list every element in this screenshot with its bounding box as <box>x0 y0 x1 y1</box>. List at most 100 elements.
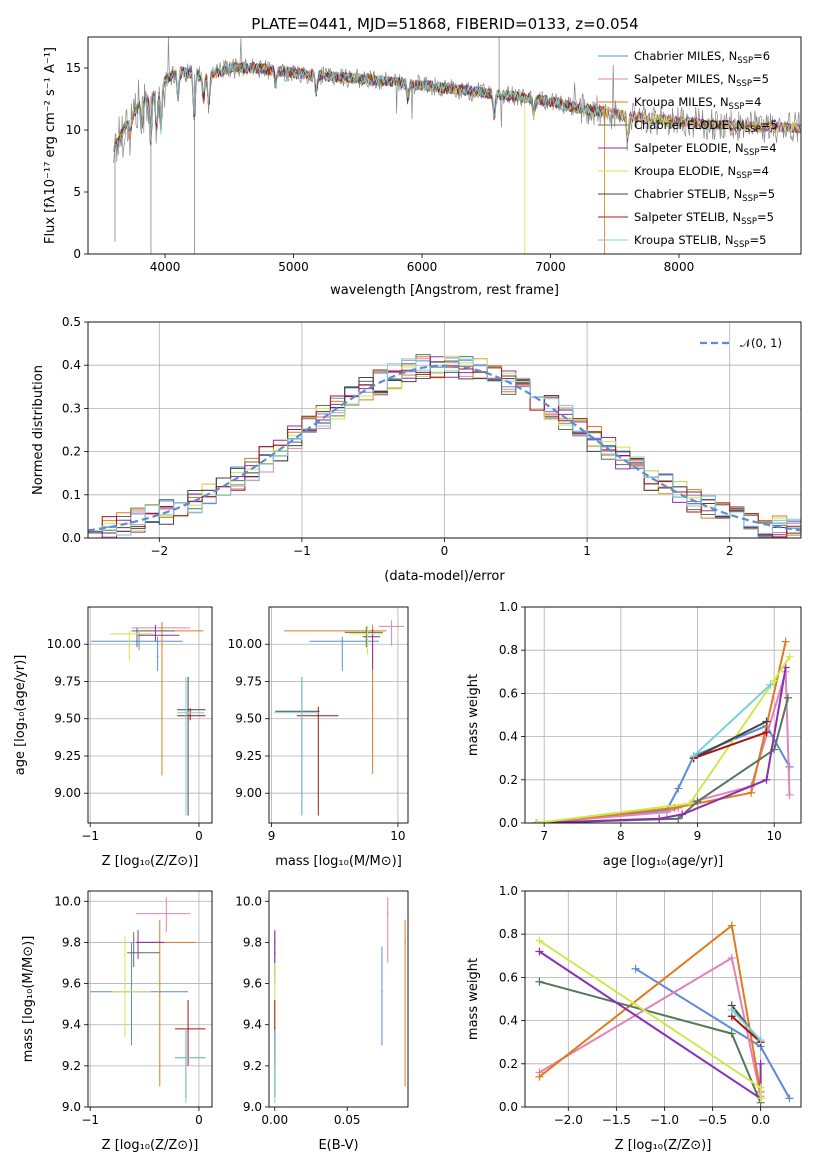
legend-label-sub: SSP <box>744 148 760 158</box>
legend-label-suffix: =4 <box>744 95 761 109</box>
axes-frame <box>87 321 802 539</box>
plot-area <box>91 621 206 816</box>
data-point-chabrier_miles <box>381 991 383 993</box>
data-point-chabrier_elodie <box>136 630 138 632</box>
tick-label-x: 10 <box>390 829 405 843</box>
tick-label-y: 0.4 <box>62 358 81 372</box>
tick-label-y: 0.8 <box>499 643 518 657</box>
axis-label-x: wavelength [Angstrom, rest frame] <box>330 283 559 298</box>
tick-label-y: 9.50 <box>54 712 81 726</box>
plot-area <box>274 620 405 816</box>
tick-label-y: 9.25 <box>235 749 262 763</box>
panel-age-vs-z: −1 0 9.00 9.25 9.50 9.75 10.00 Z [log₁₀(Z/Z⊙)] a… <box>13 606 213 869</box>
series-marker-salpeter_elodie <box>655 814 664 823</box>
series-marker-kroupa_elodie <box>785 652 794 661</box>
data-point-salpeter_miles <box>390 625 393 628</box>
axis-label-x: Z [log₁₀(Z/Z⊙)] <box>615 1138 712 1153</box>
axis-label-x: Z [log₁₀(Z/Z⊙)] <box>102 1138 199 1153</box>
legend-label-text: Salpeter STELIB, N <box>634 210 741 224</box>
legend-label-suffix: =5 <box>758 187 775 201</box>
data-point-chabrier_miles <box>138 640 140 643</box>
axes-frame <box>87 606 213 824</box>
normal-curve <box>88 364 801 532</box>
series-marker-kroupa_elodie <box>685 799 694 808</box>
tick-label-y: 9.50 <box>235 712 262 726</box>
series-marker-kroupa_miles <box>727 921 736 930</box>
data-point-kroupa_elodie <box>128 633 131 635</box>
series-line-kroupa_stelib <box>693 684 771 757</box>
model-spectrum-kroupa_stelib <box>113 62 603 151</box>
data-point-salpeter_elodie <box>371 635 374 638</box>
plot-area <box>90 897 206 1103</box>
legend-label-suffix: =4 <box>760 141 777 155</box>
plot-area <box>273 897 406 1103</box>
data-point-kroupa_stelib <box>185 711 187 714</box>
tick-label-x: 0.0 <box>751 1113 770 1127</box>
legend-label-sub: SSP <box>729 102 745 112</box>
series-marker-kroupa_elodie <box>756 1083 765 1092</box>
series-marker-kroupa_miles <box>535 1072 544 1081</box>
data-point-salpeter_miles <box>386 912 389 915</box>
legend-label-text: Salpeter ELODIE, N <box>634 141 744 155</box>
data-point-chabrier_stelib <box>187 708 189 711</box>
tick-label-y: 0.0 <box>62 531 81 545</box>
axis-label-y: mass [log₁₀(M/M⊙)] <box>21 936 36 1063</box>
series-marker-chabrier_miles <box>631 964 640 973</box>
legend-label-suffix: =5 <box>749 233 766 247</box>
axis-label-x: age [log₁₀(age/yr)] <box>603 854 724 869</box>
tick-label-x: 1 <box>583 544 591 558</box>
tick-label-x: 8 <box>617 829 625 843</box>
tick-label-y: 1.0 <box>499 600 518 614</box>
data-point-kroupa_elodie <box>366 633 369 635</box>
legend-label: Salpeter STELIB, NSSP=5 <box>634 210 774 227</box>
series-marker-salpeter_miles <box>727 953 736 962</box>
tick-label-y: 9.25 <box>54 749 81 763</box>
tick-label-y: 0 <box>73 247 81 261</box>
panel-mass-vs-ebv: 0.00 0.05 9.0 9.2 9.4 9.6 9.8 10.0 E(B-V) <box>235 890 409 1153</box>
axis-label-x: mass [log₁₀(M/M⊙)] <box>275 854 402 869</box>
tick-label-x: −0.5 <box>698 1113 727 1127</box>
tick-label-x: −1.5 <box>602 1113 631 1127</box>
legend-label: Chabrier STELIB, NSSP=5 <box>634 187 775 204</box>
tick-label-y: 0.0 <box>499 1100 518 1114</box>
tick-label-x: 7000 <box>535 260 566 274</box>
tick-label-y: 0.4 <box>499 730 518 744</box>
legend-label: Chabrier ELODIE, NSSP=5 <box>634 118 778 135</box>
legend-label-text: Kroupa STELIB, N <box>634 233 734 247</box>
tick-label-x: 0.00 <box>261 1113 288 1127</box>
legend-label-sub: SSP <box>736 79 752 89</box>
legend-label-sub: SSP <box>736 171 752 181</box>
tick-label-y: 10.0 <box>54 894 81 908</box>
series-line-salpeter_stelib <box>693 731 767 760</box>
series-marker-salpeter_elodie <box>535 947 544 956</box>
tick-label-y: 9.4 <box>243 1018 262 1032</box>
data-point-kroupa_miles <box>404 941 406 944</box>
tick-label-x: 9 <box>268 829 276 843</box>
data-point-salpeter_stelib <box>189 714 192 717</box>
tick-label-x: 0 <box>195 1113 203 1127</box>
tick-label-y: 1.0 <box>499 884 518 898</box>
axes-frame <box>268 606 409 824</box>
tick-label-x: 0.05 <box>334 1113 361 1127</box>
series-marker-chabrier_elodie <box>783 693 792 702</box>
legend-label-suffix: =5 <box>757 210 774 224</box>
tick-label-y: 0.6 <box>499 686 518 700</box>
tick-label-x: 10 <box>767 829 782 843</box>
legend-label-suffix: =4 <box>752 164 769 178</box>
series-line-kroupa_elodie <box>538 939 762 1099</box>
series-line-salpeter_stelib <box>731 1015 762 1043</box>
plot-area <box>532 637 794 823</box>
series-line-chabrier_stelib <box>693 720 767 760</box>
axes-frame <box>268 890 409 1108</box>
tick-label-x: 8000 <box>664 260 695 274</box>
data-point-salpeter_miles <box>165 912 168 915</box>
tick-label-y: 9.00 <box>235 786 262 800</box>
tick-label-x: 7 <box>540 829 548 843</box>
series-marker-kroupa_miles <box>747 788 756 797</box>
tick-label-y: 15 <box>66 61 81 75</box>
legend-label-suffix: =5 <box>752 72 769 86</box>
tick-label-y: 9.75 <box>235 674 262 688</box>
series-marker-chabrier_elodie <box>693 797 702 806</box>
tick-label-y: 9.0 <box>62 1100 81 1114</box>
series-marker-chabrier_elodie <box>535 977 544 986</box>
